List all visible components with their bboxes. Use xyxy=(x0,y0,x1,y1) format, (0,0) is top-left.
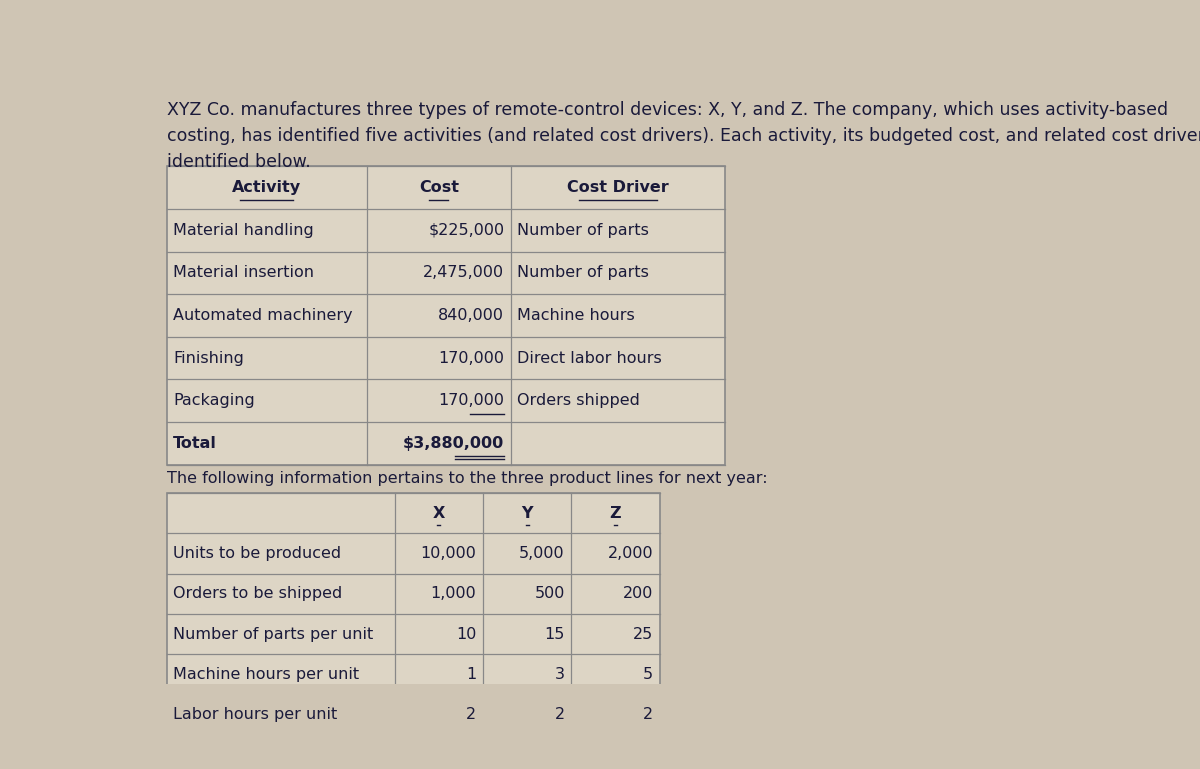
Text: Number of parts: Number of parts xyxy=(517,265,649,281)
Text: 5,000: 5,000 xyxy=(520,546,565,561)
Text: Units to be produced: Units to be produced xyxy=(173,546,341,561)
Text: Machine hours: Machine hours xyxy=(517,308,635,323)
Text: Number of parts per unit: Number of parts per unit xyxy=(173,627,373,641)
Text: 840,000: 840,000 xyxy=(438,308,504,323)
Text: Activity: Activity xyxy=(232,180,301,195)
Text: Orders to be shipped: Orders to be shipped xyxy=(173,586,342,601)
Text: 15: 15 xyxy=(545,627,565,641)
Text: 2: 2 xyxy=(643,707,653,722)
Text: 3: 3 xyxy=(554,667,565,682)
Text: 10: 10 xyxy=(456,627,476,641)
Text: 2: 2 xyxy=(467,707,476,722)
Text: Y: Y xyxy=(521,506,533,521)
Text: $3,880,000: $3,880,000 xyxy=(403,436,504,451)
Text: 1: 1 xyxy=(466,667,476,682)
Text: X: X xyxy=(432,506,445,521)
Text: 170,000: 170,000 xyxy=(438,351,504,365)
Text: The following information pertains to the three product lines for next year:: The following information pertains to th… xyxy=(167,471,767,486)
Bar xyxy=(167,166,725,464)
Text: 5: 5 xyxy=(643,667,653,682)
Text: 2,475,000: 2,475,000 xyxy=(424,265,504,281)
Text: Packaging: Packaging xyxy=(173,393,256,408)
Text: 1,000: 1,000 xyxy=(431,586,476,601)
Text: Finishing: Finishing xyxy=(173,351,244,365)
Text: Orders shipped: Orders shipped xyxy=(517,393,641,408)
Text: Z: Z xyxy=(610,506,622,521)
Text: $225,000: $225,000 xyxy=(428,223,504,238)
Text: XYZ Co. manufactures three types of remote-control devices: X, Y, and Z. The com: XYZ Co. manufactures three types of remo… xyxy=(167,102,1200,171)
Text: 500: 500 xyxy=(534,586,565,601)
Text: Material insertion: Material insertion xyxy=(173,265,314,281)
Text: Direct labor hours: Direct labor hours xyxy=(517,351,662,365)
Text: 2,000: 2,000 xyxy=(607,546,653,561)
Text: Number of parts: Number of parts xyxy=(517,223,649,238)
Bar xyxy=(167,493,660,734)
Text: Total: Total xyxy=(173,436,217,451)
Text: 200: 200 xyxy=(623,586,653,601)
Text: 10,000: 10,000 xyxy=(420,546,476,561)
Text: 170,000: 170,000 xyxy=(438,393,504,408)
Text: 2: 2 xyxy=(554,707,565,722)
Text: Labor hours per unit: Labor hours per unit xyxy=(173,707,337,722)
Text: Cost Driver: Cost Driver xyxy=(566,180,668,195)
Text: Automated machinery: Automated machinery xyxy=(173,308,353,323)
Text: Material handling: Material handling xyxy=(173,223,314,238)
Text: Machine hours per unit: Machine hours per unit xyxy=(173,667,359,682)
Text: Cost: Cost xyxy=(419,180,458,195)
Text: 25: 25 xyxy=(632,627,653,641)
